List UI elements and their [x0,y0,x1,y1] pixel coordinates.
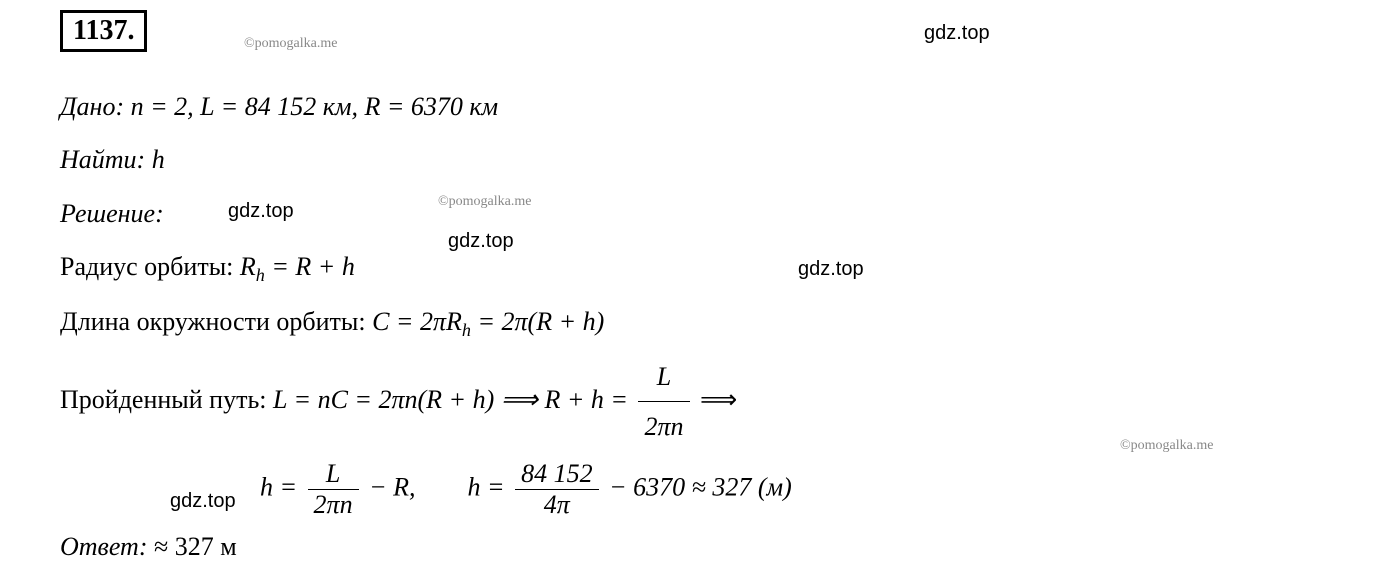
circumference-line: Длина окружности орбиты: C = 2πRh = 2π(R… [60,297,1340,348]
orbit-radius-sub: h [256,265,265,285]
minus-r: − R, [369,473,415,502]
answer-label: Ответ: [60,532,147,561]
watermark-pomogalka-1: ©pomogalka.me [244,36,337,52]
watermark-gdz-5: gdz.top [170,490,236,513]
derivation-frac1-num: L [308,459,359,490]
find-label: Найти: [60,145,145,174]
derivation-result: − 6370 ≈ 327 (м) [609,473,792,502]
circumference-sub: h [462,320,471,340]
orbit-radius-label: Радиус орбиты: [60,252,233,281]
find-content: h [152,145,165,174]
circumference-f2: = 2π(R + h) [471,307,604,336]
answer-value: ≈ 327 м [154,532,237,561]
watermark-pomogalka-3: ©pomogalka.me [1120,438,1213,454]
path-frac-num: L [638,352,689,402]
spacing [422,473,461,502]
h-equals-1: h = [260,473,304,502]
path-label: Пройденный путь: [60,385,267,414]
watermark-gdz-4: gdz.top [798,258,864,281]
solution-label: Решение: [60,199,164,228]
path-formula: L = nC = 2πn(R + h) ⟹ R + h = [273,385,634,414]
given-label: Дано: [60,92,124,121]
h-equals-2: h = [468,473,512,502]
orbit-radius-eq: = R + h [265,252,355,281]
watermark-pomogalka-2: ©pomogalka.me [438,194,531,210]
circumference-label: Длина окружности орбиты: [60,307,366,336]
answer-line: Ответ: ≈ 327 м [60,532,1340,562]
path-line: Пройденный путь: L = nC = 2πn(R + h) ⟹ R… [60,352,1340,452]
path-frac-den: 2πn [638,402,689,451]
find-line: Найти: h [60,135,1340,184]
derivation-frac2-num: 84 152 [515,459,599,490]
watermark-gdz-1: gdz.top [924,22,990,45]
given-line: Дано: n = 2, L = 84 152 км, R = 6370 км [60,82,1340,131]
derivation-frac1: L 2πn [308,459,359,520]
derivation-line: h = L 2πn − R, h = 84 152 4π − 6370 ≈ 32… [260,459,1340,520]
given-content: n = 2, L = 84 152 км, R = 6370 км [131,92,499,121]
path-arrow: ⟹ [700,385,737,414]
problem-number: 1137. [60,10,147,52]
orbit-radius-line: Радиус орбиты: Rh = R + h [60,242,1340,293]
watermark-gdz-2: gdz.top [228,200,294,223]
watermark-gdz-3: gdz.top [448,230,514,253]
circumference-f1: C = 2πR [372,307,462,336]
derivation-frac2: 84 152 4π [515,459,599,520]
derivation-frac2-den: 4π [515,490,599,520]
orbit-radius-r: R [240,252,256,281]
path-fraction: L 2πn [638,352,689,452]
derivation-frac1-den: 2πn [308,490,359,520]
